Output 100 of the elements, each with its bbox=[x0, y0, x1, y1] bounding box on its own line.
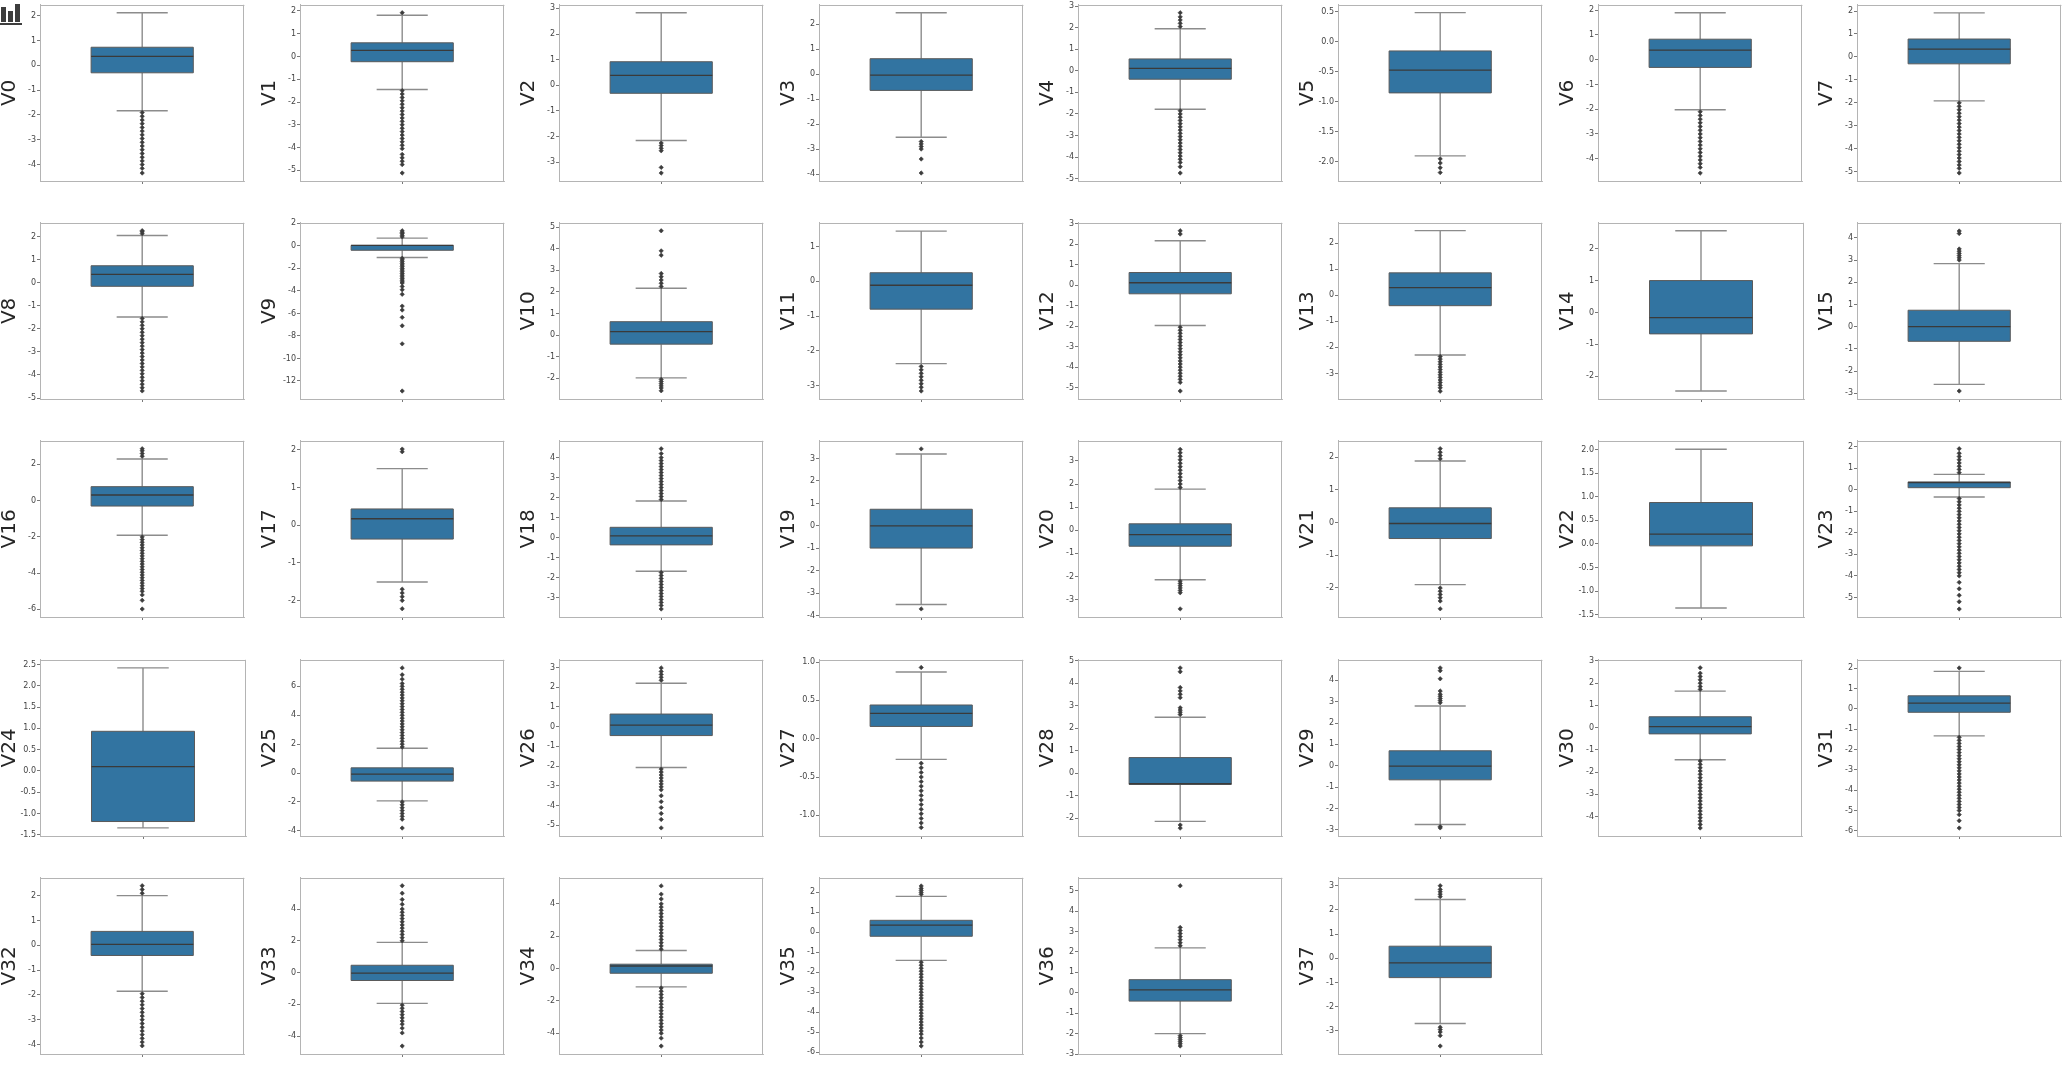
y-tick-label: -1.5 bbox=[20, 829, 36, 839]
y-tick-label: -2 bbox=[1586, 371, 1594, 381]
y-tick-label: 0 bbox=[1847, 52, 1853, 62]
y-tick-label: -4 bbox=[547, 1028, 555, 1038]
y-tick-label: -3 bbox=[28, 1014, 36, 1024]
y-axis-title: V33 bbox=[256, 946, 281, 986]
y-tick-label: 1.0 bbox=[802, 657, 815, 667]
y-tick-label: -2 bbox=[288, 595, 296, 605]
y-tick-label: -1.5 bbox=[1578, 609, 1594, 619]
y-tick-label: 2 bbox=[290, 6, 296, 16]
y-tick-label: -1 bbox=[1845, 75, 1853, 84]
y-axis-title: V18 bbox=[515, 509, 540, 549]
y-tick-label: -5 bbox=[288, 165, 296, 175]
y-tick-label: -5 bbox=[1845, 592, 1853, 602]
y-tick-label: -2 bbox=[28, 531, 36, 541]
y-tick-label: 2.0 bbox=[1581, 444, 1594, 454]
y-tick-label: -2 bbox=[288, 796, 296, 806]
y-tick-label: -1 bbox=[1066, 87, 1074, 97]
y-tick-label: 2 bbox=[30, 10, 36, 20]
y-tick-label: -4 bbox=[28, 1039, 36, 1049]
y-tick-label: -2 bbox=[547, 572, 555, 582]
y-tick-label: 5 bbox=[1068, 885, 1074, 895]
y-tick-label: 2 bbox=[549, 931, 555, 941]
y-tick-label: -3 bbox=[28, 134, 36, 144]
y-tick-label: -1.5 bbox=[1318, 126, 1334, 136]
y-tick-label: -4 bbox=[1845, 143, 1853, 153]
y-tick-label: -2 bbox=[807, 967, 815, 977]
y-tick-label: -10 bbox=[282, 353, 296, 363]
y-tick-label: 1 bbox=[30, 35, 36, 45]
y-tick-label: -3 bbox=[1326, 368, 1334, 378]
y-tick-label: -4 bbox=[288, 825, 296, 835]
y-tick-label: -3 bbox=[288, 119, 296, 129]
y-tick-label: 1 bbox=[809, 907, 815, 917]
y-tick-label: 2 bbox=[1588, 678, 1594, 688]
y-tick-label: -2 bbox=[547, 373, 555, 383]
y-tick-label: 1 bbox=[1068, 44, 1074, 54]
y-tick-label: -1 bbox=[1326, 550, 1334, 560]
y-tick-label: -2 bbox=[1326, 803, 1334, 813]
y-tick-label: -2 bbox=[1845, 744, 1853, 754]
y-tick-label: -4 bbox=[1845, 785, 1853, 795]
y-tick-label: 1 bbox=[809, 44, 815, 54]
y-tick-label: -5 bbox=[1845, 805, 1853, 815]
y-tick-label: 5 bbox=[1068, 655, 1074, 665]
y-tick-label: 2 bbox=[809, 19, 815, 29]
y-axis-title: V21 bbox=[1294, 509, 1319, 549]
y-tick-label: 2 bbox=[290, 935, 296, 945]
y-tick-label: 2 bbox=[30, 231, 36, 241]
y-tick-label: 0 bbox=[1847, 321, 1853, 331]
y-tick-label: 1 bbox=[1068, 745, 1074, 755]
y-tick-label: -3 bbox=[1845, 120, 1853, 130]
y-tick-label: 1 bbox=[1068, 967, 1074, 977]
y-tick-label: -3 bbox=[1066, 594, 1074, 604]
y-tick-label: 1 bbox=[1588, 30, 1594, 40]
y-tick-label: 0 bbox=[290, 967, 296, 977]
y-tick-label: -2 bbox=[807, 345, 815, 355]
y-tick-label: -3 bbox=[1586, 129, 1594, 139]
y-tick-label: -2.0 bbox=[1318, 156, 1334, 166]
y-tick-label: -0.5 bbox=[799, 772, 815, 782]
y-tick-label: -3 bbox=[807, 588, 815, 598]
y-tick-label: 2 bbox=[290, 218, 296, 228]
y-tick-label: 2 bbox=[809, 476, 815, 486]
y-tick-label: 2 bbox=[1068, 22, 1074, 32]
y-tick-label: 1 bbox=[1847, 29, 1853, 39]
y-tick-label: -1 bbox=[1326, 316, 1334, 326]
y-tick-label: -3 bbox=[547, 157, 555, 167]
y-tick-label: 2 bbox=[1068, 946, 1074, 956]
y-tick-label: -2 bbox=[288, 263, 296, 273]
y-tick-label: -5 bbox=[547, 820, 555, 830]
y-tick-label: -1 bbox=[1066, 300, 1074, 310]
y-tick-label: -4 bbox=[1586, 153, 1594, 163]
y-tick-label: 0 bbox=[549, 963, 555, 973]
y-tick-label: -1 bbox=[1845, 506, 1853, 516]
y-tick-label: 1 bbox=[290, 482, 296, 492]
y-tick-label: 1 bbox=[30, 915, 36, 925]
y-tick-label: -4 bbox=[547, 800, 555, 810]
y-axis-title: V6 bbox=[1554, 79, 1579, 107]
y-tick-label: 0 bbox=[30, 60, 36, 70]
y-axis-title: V14 bbox=[1554, 291, 1579, 331]
y-tick-label: 4 bbox=[1068, 906, 1074, 916]
y-tick-label: -1 bbox=[1066, 1008, 1074, 1018]
y-tick-label: -1 bbox=[1586, 744, 1594, 754]
y-tick-label: 3 bbox=[1328, 696, 1334, 706]
y-tick-label: 3 bbox=[549, 265, 555, 275]
y-tick-label: 4 bbox=[549, 452, 555, 462]
y-tick-label: -3 bbox=[1066, 1049, 1074, 1059]
y-tick-label: -5 bbox=[1066, 173, 1074, 183]
y-tick-label: 2 bbox=[1328, 452, 1334, 462]
y-tick-label: 3 bbox=[1328, 880, 1334, 890]
y-tick-label: 2 bbox=[1847, 441, 1853, 451]
y-tick-label: -4 bbox=[1845, 570, 1853, 580]
y-tick-label: -4 bbox=[288, 142, 296, 152]
y-tick-label: -6 bbox=[1845, 825, 1853, 835]
y-tick-label: 2 bbox=[1068, 723, 1074, 733]
y-tick-label: -1 bbox=[1586, 79, 1594, 89]
y-tick-label: -4 bbox=[1066, 362, 1074, 372]
y-axis-title: V30 bbox=[1554, 728, 1579, 768]
y-tick-label: 3 bbox=[1068, 456, 1074, 465]
y-axis-title: V26 bbox=[515, 728, 540, 768]
y-tick-label: 0 bbox=[1068, 280, 1074, 290]
y-tick-label: 4 bbox=[1068, 678, 1074, 688]
